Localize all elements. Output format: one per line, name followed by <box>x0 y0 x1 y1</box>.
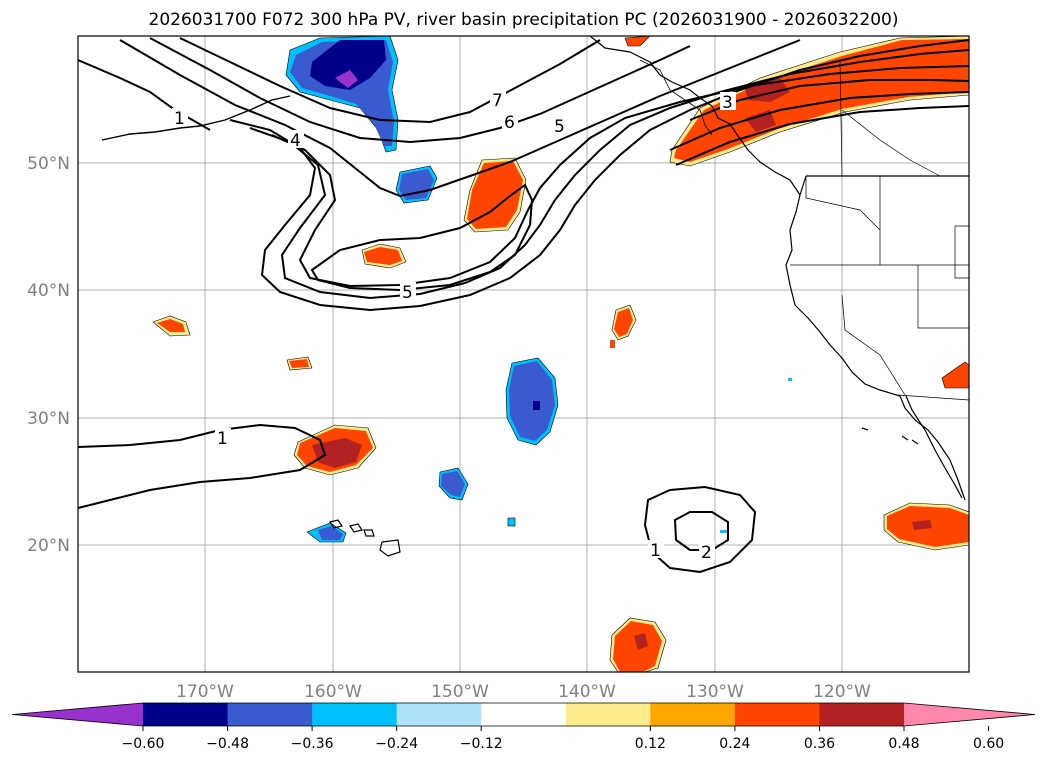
lon-label-120w: 120°W <box>813 682 871 702</box>
pv-label: 5 <box>402 283 413 303</box>
colorbar-segment <box>396 703 482 726</box>
colorbar-segment <box>565 703 651 726</box>
pv-label: 1 <box>217 429 228 449</box>
longitude-labels: 170°W 160°W 150°W 140°W 130°W 120°W <box>176 682 871 702</box>
map-area <box>78 36 969 672</box>
colorbar-segment <box>143 703 229 726</box>
pv-contour-2-ring <box>673 511 729 551</box>
lon-label-160w: 160°W <box>304 682 362 702</box>
map-title: 2026031700 F072 300 hPa PV, river basin … <box>148 10 899 30</box>
precipitation-shading <box>152 36 969 672</box>
pv-label: 1 <box>174 109 185 129</box>
lat-label-40n: 40°N <box>27 281 70 301</box>
lat-label-50n: 50°N <box>27 154 70 174</box>
latitude-labels: 50°N 40°N 30°N 20°N <box>27 154 70 556</box>
pv-label: 2 <box>701 543 712 563</box>
colorbar-tick-label: −0.24 <box>375 736 418 752</box>
colorbar-tick-label: 0.60 <box>973 736 1004 752</box>
pv-contour-5-north <box>119 39 801 198</box>
pv-contours <box>78 37 969 574</box>
pv-contour-band-east-1 <box>669 91 969 151</box>
pv-contour-labels: 1 4 7 6 5 3 5 1 1 2 <box>172 90 736 563</box>
lon-label-170w: 170°W <box>176 682 234 702</box>
colorbar-tick-label: −0.12 <box>460 736 503 752</box>
pv-contour-6 <box>149 37 691 144</box>
colorbar-segment <box>819 703 905 726</box>
lon-label-140w: 140°W <box>558 682 616 702</box>
colorbar-segment <box>312 703 398 726</box>
colorbar-extension-high <box>904 703 1035 726</box>
pv-contour-band-east-2 <box>675 105 969 166</box>
colorbar-tick-label: −0.48 <box>206 736 249 752</box>
pv-contour-7 <box>179 37 601 124</box>
coastlines <box>101 36 969 557</box>
pv-label: 1 <box>650 541 661 561</box>
pv-contour-inner-2 <box>271 65 969 288</box>
colorbar-tick-label: 0.12 <box>635 736 666 752</box>
pv-contour-5-south <box>310 183 534 292</box>
colorbar-tick-label: −0.60 <box>122 736 165 752</box>
pv-label: 5 <box>554 117 565 137</box>
lon-label-130w: 130°W <box>686 682 744 702</box>
pv-label: 3 <box>722 93 733 113</box>
colorbar: −0.60 −0.48 −0.36 −0.24 −0.12 0.12 0.24 0.36 0.4… <box>11 702 1036 752</box>
pv-label: 7 <box>492 91 503 111</box>
lat-label-20n: 20°N <box>27 536 70 556</box>
colorbar-tick-label: 0.48 <box>888 736 919 752</box>
map-border <box>77 35 970 673</box>
colorbar-tick-label: 0.24 <box>719 736 750 752</box>
lat-label-30n: 30°N <box>27 409 70 429</box>
pv-label: 6 <box>504 113 515 133</box>
colorbar-segment <box>650 703 736 726</box>
positive-anomaly-9 <box>941 361 969 389</box>
colorbar-tick-label: −0.36 <box>291 736 334 752</box>
colorbar-segment <box>734 703 820 726</box>
pv-contour-1-subtropical <box>78 423 327 509</box>
lon-label-150w: 150°W <box>431 682 489 702</box>
colorbar-segment <box>481 703 567 726</box>
pv-label: 4 <box>290 131 301 151</box>
colorbar-extension-low <box>12 703 143 726</box>
colorbar-tick-label: 0.36 <box>804 736 835 752</box>
colorbar-segment <box>227 703 313 726</box>
